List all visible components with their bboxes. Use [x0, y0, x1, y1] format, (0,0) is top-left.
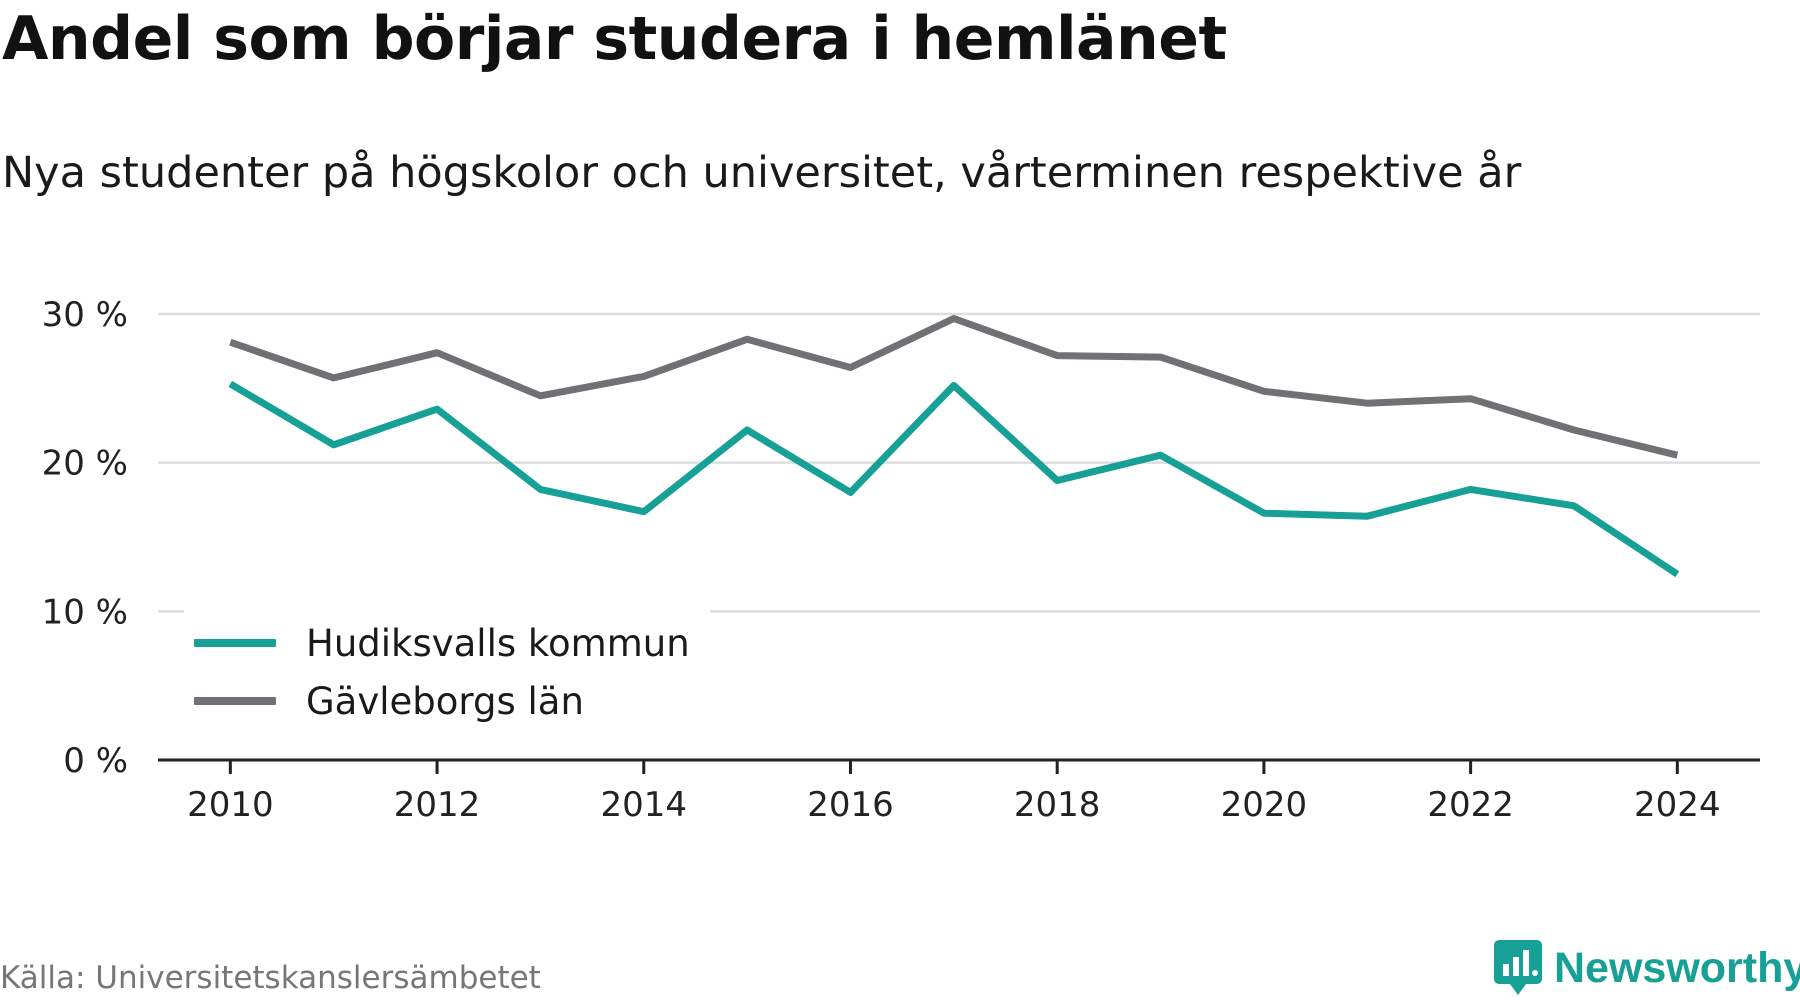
y-tick-label: 10 % — [42, 592, 128, 632]
y-axis-ticks: 0 % 10 % 20 % 30 % — [42, 295, 128, 781]
x-tick-label: 2018 — [1014, 785, 1101, 825]
legend-label-hudiksvall: Hudiksvalls kommun — [306, 621, 690, 665]
chart-subtitle: Nya studenter på högskolor och universit… — [2, 148, 1522, 198]
x-tick-label: 2014 — [601, 785, 688, 825]
x-tick-label: 2010 — [187, 785, 274, 825]
y-tick-label: 20 % — [42, 444, 128, 484]
series-line-1 — [229, 315, 1679, 459]
y-tick-label: 0 % — [63, 741, 128, 781]
legend-item-gavleborg: Gävleborgs län — [194, 672, 690, 730]
legend-item-hudiksvall: Hudiksvalls kommun — [194, 614, 690, 672]
brand-logo: Newsworthy — [1494, 940, 1800, 996]
source-note: Källa: Universitetskanslersämbetet — [0, 960, 541, 996]
x-axis-ticks: 2010 2012 2014 2016 2018 2020 2022 2024 — [187, 760, 1721, 825]
legend-swatch-hudiksvall — [194, 639, 276, 647]
legend-label-gavleborg: Gävleborgs län — [306, 679, 584, 723]
newsworthy-logo-icon — [1494, 940, 1542, 995]
x-tick-label: 2024 — [1634, 785, 1721, 825]
legend: Hudiksvalls kommun Gävleborgs län — [184, 604, 710, 744]
x-tick-label: 2016 — [807, 785, 894, 825]
series-line-0 — [228, 380, 1680, 578]
x-tick-label: 2020 — [1221, 785, 1308, 825]
x-tick-label: 2022 — [1427, 785, 1514, 825]
series-lines — [228, 315, 1680, 578]
brand-name: Newsworthy — [1554, 943, 1800, 992]
y-tick-label: 30 % — [42, 295, 128, 335]
chart-title: Andel som börjar studera i hemlänet — [2, 4, 1227, 74]
x-tick-label: 2012 — [394, 785, 481, 825]
legend-swatch-gavleborg — [194, 697, 276, 705]
